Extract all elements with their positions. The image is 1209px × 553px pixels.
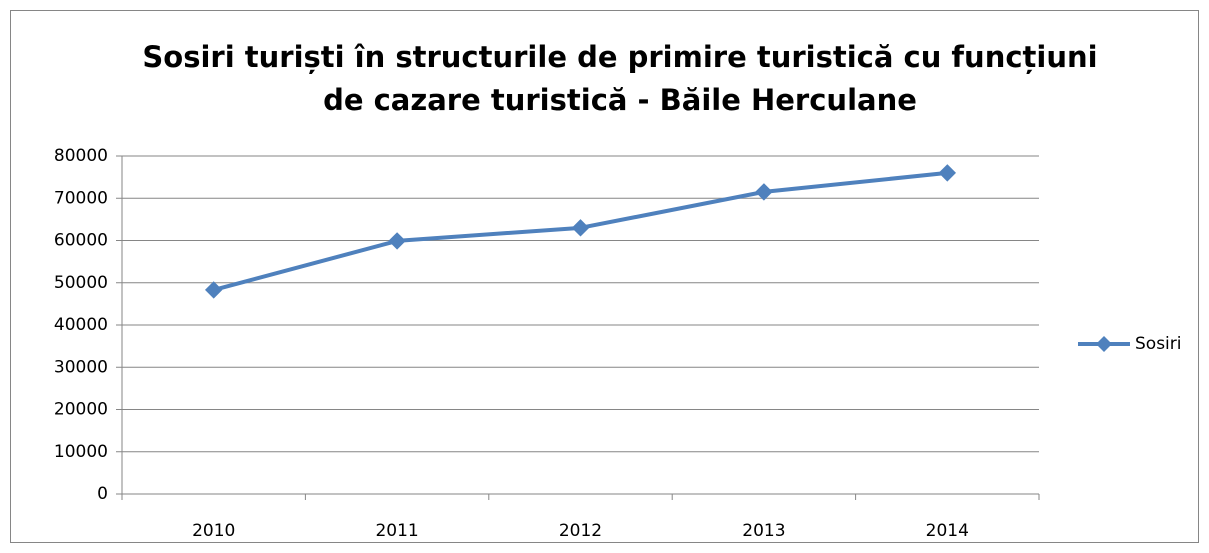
y-tick-label: 30000 [54,357,108,377]
x-tick-label: 2014 [926,521,969,541]
x-tick-label: 2012 [559,521,602,541]
x-tick-label: 2010 [192,521,235,541]
y-tick-label: 20000 [54,400,108,420]
y-tick-label: 40000 [54,315,108,335]
data-point [938,164,957,182]
y-tick-label: 10000 [54,442,108,462]
y-tick-label: 0 [97,484,108,504]
y-tick-label: 80000 [54,146,108,166]
data-point [388,232,406,250]
x-tick-label: 2011 [375,521,418,541]
data-point [571,219,590,237]
chart-title: Sosiri turiști în structurile de primire… [142,40,1098,117]
chart-border [10,10,1199,543]
y-tick-label: 50000 [54,273,108,293]
x-tick-label: 2013 [742,521,785,541]
legend-marker [1096,336,1112,352]
data-point [204,281,223,299]
data-point [755,183,773,201]
legend-label: Sosiri [1135,334,1181,354]
y-tick-label: 70000 [54,188,108,208]
y-tick-label: 60000 [54,231,108,251]
